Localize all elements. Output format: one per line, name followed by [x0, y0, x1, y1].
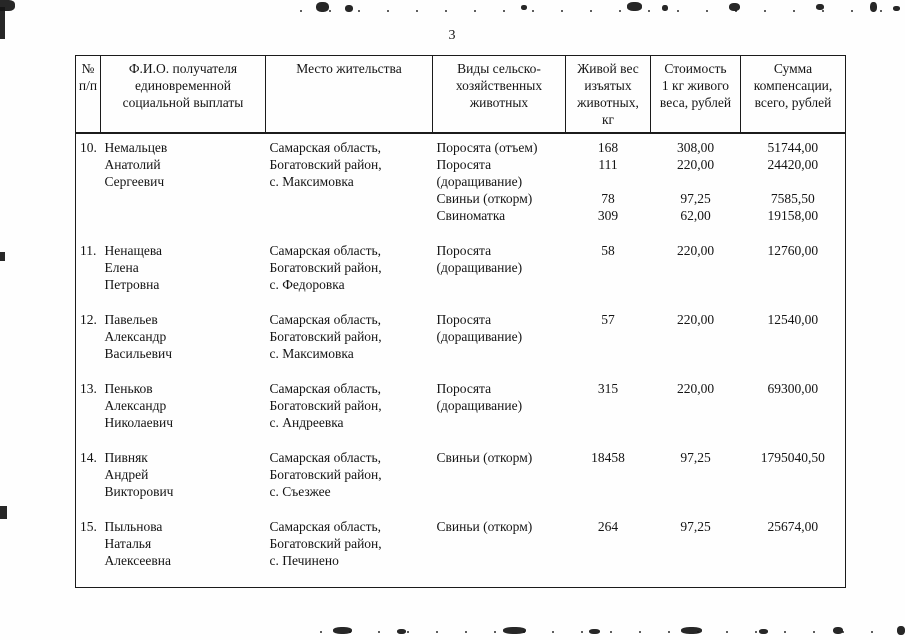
row-spacer [76, 500, 846, 518]
row-number: 14. [80, 450, 97, 465]
price-per-kg: 220,00 [676, 243, 715, 258]
page-number: 3 [448, 28, 457, 43]
compensation-sum: 1795040,50 [760, 450, 825, 465]
row-spacer [76, 362, 846, 380]
scan-artifact [320, 631, 885, 633]
residence: Самарская область, Богатовский район, с.… [269, 450, 382, 499]
recipient-name: Ненащева Елена Петровна [104, 243, 163, 292]
animal-weight: 58 [601, 243, 615, 258]
animal-type: Поросята (доращивание) [436, 243, 523, 275]
scan-artifact [397, 629, 406, 634]
animal-weight: 18458 [591, 450, 625, 465]
row-number: 11. [80, 243, 97, 258]
price-per-kg: 308,00 [676, 140, 715, 155]
price-per-kg: 62,00 [680, 208, 711, 223]
animal-weight: 168 [597, 140, 619, 155]
scan-artifact [333, 627, 352, 634]
compensation-sum: 25674,00 [767, 519, 819, 534]
row-spacer-cell [76, 431, 846, 449]
row-number: 12. [80, 312, 97, 327]
price-per-kg: 97,25 [680, 450, 711, 465]
table-row: 10. Немальцев Анатолий Сергеевич Самарская… [76, 139, 846, 189]
table-row: 12. Павельев Александр Васильевич Самарска… [76, 311, 846, 362]
scan-artifact [897, 626, 905, 635]
header-price-per-kg: Стоимость 1 кг живого веса, рублей [650, 55, 741, 134]
table-row: 11. Ненащева Елена Петровна Самарская обла… [76, 242, 846, 293]
compensation-sum: 12540,00 [767, 312, 819, 327]
header-live-weight: Живой вес изъятых животных, кг [565, 55, 651, 134]
row-spacer-cell [76, 224, 846, 242]
animal-weight: 309 [597, 208, 619, 223]
header-num: № п/п [75, 55, 101, 134]
recipient-name: Немальцев Анатолий Сергеевич [104, 140, 168, 189]
compensation-sum: 51744,00 [767, 140, 819, 155]
animal-weight: 111 [598, 157, 618, 172]
animal-weight: 78 [601, 191, 615, 206]
animal-type: Свиньи (откорм) [436, 191, 533, 206]
scan-artifact [589, 629, 600, 634]
row-spacer [76, 569, 846, 588]
animal-weight: 315 [597, 381, 619, 396]
price-per-kg: 220,00 [676, 157, 715, 172]
animal-type: Свиньи (откорм) [436, 519, 533, 534]
recipient-name: Пивняк Андрей Викторович [104, 450, 174, 499]
animal-weight: 264 [597, 519, 619, 534]
scan-artifact [681, 627, 702, 634]
animal-type: Поросята (отъем) [436, 140, 538, 155]
row-spacer-cell [76, 293, 846, 311]
scan-artifact [759, 629, 768, 634]
header-compensation-sum: Сумма компенсации, всего, рублей [740, 55, 846, 134]
table-row: Свиноматка 309 62,00 19158,00 [76, 207, 846, 224]
scan-artifact [0, 506, 7, 519]
scan-artifact [0, 252, 5, 261]
animal-type: Поросята (доращивание) [436, 312, 523, 344]
scan-artifact [503, 627, 526, 634]
compensation-sum: 12760,00 [767, 243, 819, 258]
compensation-sum: 69300,00 [767, 381, 819, 396]
price-per-kg: 97,25 [680, 519, 711, 534]
recipient-name: Павельев Александр Васильевич [104, 312, 173, 361]
animal-weight: 57 [601, 312, 615, 327]
table-row: 15. Пыльнова Наталья Алексеевна Самарская … [76, 518, 846, 569]
residence: Самарская область, Богатовский район, с.… [269, 140, 382, 189]
animal-type: Свиноматка [436, 208, 506, 223]
scan-artifact [833, 627, 843, 634]
table-header-row: № п/п Ф.И.О. получателя единовременной с… [75, 55, 846, 134]
row-spacer-cell [76, 569, 846, 588]
header-animal-types: Виды сельско- хозяйственных животных [432, 55, 566, 134]
table-row: 14. Пивняк Андрей Викторович Самарская обл… [76, 449, 846, 500]
price-per-kg: 97,25 [680, 191, 711, 206]
recipient-name: Пыльнова Наталья Алексеевна [104, 519, 171, 568]
animal-type: Поросята (доращивание) [436, 157, 523, 189]
compensation-sum: 7585,50 [770, 191, 815, 206]
recipient-name: Пеньков Александр Николаевич [104, 381, 174, 430]
table-row: 13. Пеньков Александр Николаевич Самарская… [76, 380, 846, 431]
header-recipient-name: Ф.И.О. получателя единовременной социаль… [100, 55, 266, 134]
row-spacer-cell [76, 362, 846, 380]
row-spacer-cell [76, 500, 846, 518]
row-number: 13. [80, 381, 97, 396]
compensation-sum: 19158,00 [767, 208, 819, 223]
price-per-kg: 220,00 [676, 381, 715, 396]
residence: Самарская область, Богатовский район, с.… [269, 312, 382, 361]
residence: Самарская область, Богатовский район, с.… [269, 519, 382, 568]
table-row: Поросята (доращивание) 111 220,00 24420,00 [76, 156, 846, 190]
residence: Самарская область, Богатовский район, с.… [269, 381, 382, 430]
table-row: Свиньи (откорм) 78 97,25 7585,50 [76, 190, 846, 207]
price-per-kg: 220,00 [676, 312, 715, 327]
compensation-table: № п/п Ф.И.О. получателя единовременной с… [75, 55, 846, 588]
animal-type: Свиньи (откорм) [436, 450, 533, 465]
animal-type: Поросята (доращивание) [436, 381, 523, 413]
compensation-sum: 24420,00 [767, 157, 819, 172]
row-spacer [76, 431, 846, 449]
residence: Самарская область, Богатовский район, с.… [269, 243, 382, 292]
row-spacer [76, 224, 846, 242]
row-number: 10. [80, 140, 97, 155]
header-residence: Место жительства [265, 55, 433, 134]
row-spacer [76, 293, 846, 311]
row-number: 15. [80, 519, 97, 534]
